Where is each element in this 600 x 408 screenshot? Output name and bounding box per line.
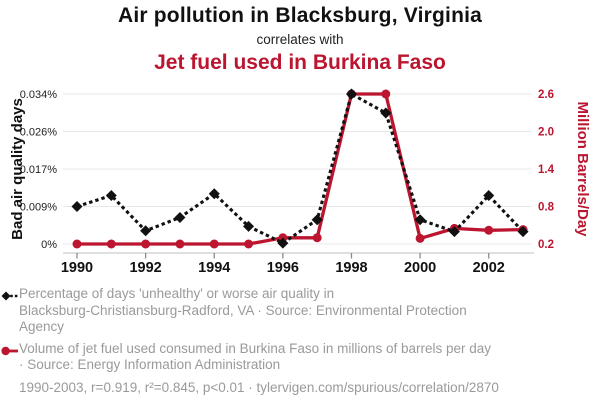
legend-line: Agency [19, 319, 65, 334]
right-axis-tick-label: 1.4 [538, 164, 555, 176]
chart-connector-text: correlates with [256, 32, 344, 47]
series-marker-air-quality [311, 214, 323, 226]
x-axis-tick-label: 2000 [404, 260, 436, 276]
series-marker-jet-fuel [244, 239, 254, 249]
x-axis-tick-label: 2002 [473, 260, 505, 276]
series-marker-air-quality [380, 107, 392, 119]
series-marker-air-quality [448, 226, 460, 238]
series-marker-jet-fuel [415, 233, 425, 243]
series-marker-jet-fuel [381, 89, 391, 99]
legend-jet-fuel-text: Volume of jet fuel used consumed in Burk… [19, 341, 491, 374]
right-axis-tick-label: 0.8 [538, 202, 555, 214]
left-axis-tick-label: 0% [41, 239, 57, 251]
series-marker-jet-fuel [312, 233, 322, 243]
x-axis-tick-label: 1994 [198, 260, 230, 276]
series-marker-air-quality [277, 237, 289, 249]
dashed-diamond-legend-icon [1, 286, 19, 336]
series-marker-air-quality [140, 225, 152, 237]
left-axis-title: Bad air quality days [9, 98, 26, 240]
series-marker-jet-fuel [72, 239, 82, 249]
series-marker-air-quality [71, 201, 83, 212]
series-line-air-quality [76, 91, 525, 245]
right-axis-tick-label: 2.0 [538, 127, 554, 139]
right-axis-tick-label: 0.2 [538, 239, 554, 251]
chart-header: Air pollution in Blacksburg, Virginia co… [0, 0, 600, 75]
chart-title: Air pollution in Blacksburg, Virginia [117, 4, 483, 27]
series-marker-jet-fuel [106, 239, 116, 249]
legend-line: Percentage of days 'unhealthy' or worse … [19, 286, 335, 301]
legend-item-jet-fuel: Volume of jet fuel used consumed in Burk… [1, 341, 593, 374]
right-axis-tick-label: 2.6 [538, 89, 554, 101]
legend-item-air-quality: Percentage of days 'unhealthy' or worse … [1, 286, 593, 336]
solid-circle-legend-icon [1, 341, 19, 374]
series-marker-air-quality [208, 188, 220, 200]
series-marker-air-quality [174, 212, 186, 224]
right-axis-title: Million Barrels/Day [574, 101, 591, 237]
x-axis-tick-label: 1992 [129, 260, 161, 276]
left-axis-tick-label: 0.017% [20, 164, 58, 176]
legend-line: Blacksburg-Christiansburg-Radford, VA · … [19, 302, 467, 318]
legend-line: Volume of jet fuel used consumed in Burk… [19, 340, 491, 356]
x-axis-tick-label: 1996 [267, 260, 299, 276]
series-marker-air-quality [483, 189, 495, 201]
stats-and-source-line: 1990-2003, r=0.919, r²=0.845, p<0.01 · t… [19, 379, 499, 395]
series-marker-jet-fuel [141, 239, 151, 249]
series-marker-air-quality [517, 226, 529, 238]
series-marker-jet-fuel [209, 239, 219, 249]
left-axis-tick-label: 0.034% [20, 89, 58, 101]
legend-line: · Source: Energy Information Administrat… [19, 357, 281, 372]
series-marker-air-quality [243, 220, 255, 232]
left-axis-tick-label: 0.026% [20, 127, 58, 139]
left-axis-tick-label: 0.009% [20, 202, 58, 214]
x-axis-tick-label: 1998 [335, 260, 367, 276]
series-marker-air-quality [345, 88, 357, 100]
series-marker-air-quality [414, 214, 426, 226]
series-marker-jet-fuel [175, 239, 185, 249]
x-axis-tick-label: 1990 [61, 260, 93, 276]
line-chart-plot: 0% 0.2 0.009% 0.8 0.017% 1.4 0.026% 2.0 0.034% 2.… [9, 88, 591, 276]
legend-air-quality-text: Percentage of days 'unhealthy' or worse … [19, 286, 467, 336]
chart-subtitle: Jet fuel used in Burkina Faso [154, 51, 446, 74]
series-marker-jet-fuel [484, 225, 494, 235]
series-marker-air-quality [105, 189, 117, 201]
chart-legend: Percentage of days 'unhealthy' or worse … [1, 286, 593, 395]
